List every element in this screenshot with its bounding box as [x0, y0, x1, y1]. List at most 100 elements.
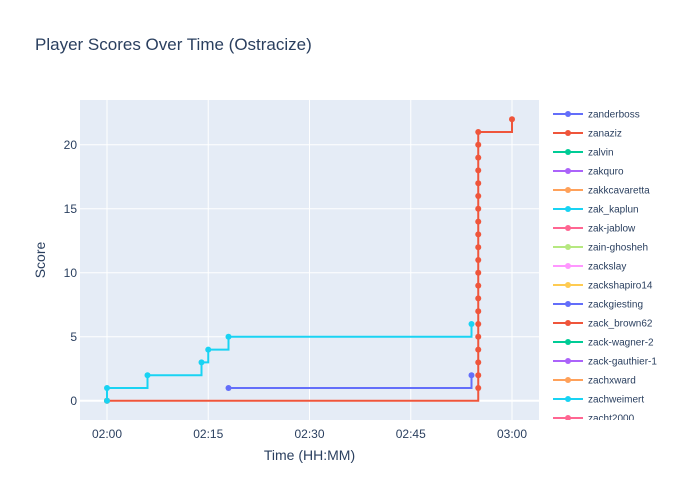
legend-label: zack_brown62: [588, 319, 653, 330]
legend-label: zanderboss: [588, 110, 640, 121]
legend-swatch-marker: [565, 301, 571, 307]
legend-label: zackshapiro14: [588, 281, 653, 292]
legend-label: zalvin: [588, 148, 614, 159]
data-point[interactable]: [475, 231, 482, 238]
legend-label: zackslay: [588, 262, 626, 273]
legend-item[interactable]: zackshapiro14: [553, 281, 653, 292]
legend-swatch-marker: [565, 358, 571, 364]
legend-item[interactable]: zacht2000: [553, 414, 635, 425]
legend-swatch-marker: [565, 187, 571, 193]
data-point[interactable]: [205, 346, 212, 353]
data-point[interactable]: [468, 372, 475, 379]
legend-item[interactable]: zakquro: [553, 167, 624, 178]
legend-label: zak-jablow: [588, 224, 636, 235]
data-point[interactable]: [475, 359, 482, 366]
data-point[interactable]: [475, 154, 482, 161]
legend-item[interactable]: zachxward: [553, 376, 636, 387]
legend-swatch-marker: [565, 396, 571, 402]
data-point[interactable]: [475, 205, 482, 212]
x-tick-label: 03:00: [497, 427, 527, 441]
series-zak_kaplun: [104, 321, 475, 404]
data-point[interactable]: [475, 333, 482, 340]
legend-item[interactable]: zackslay: [553, 262, 626, 273]
legend-item[interactable]: zak-jablow: [553, 224, 636, 235]
legend-item[interactable]: zakkcavaretta: [553, 186, 650, 197]
data-point[interactable]: [475, 385, 482, 391]
legend-item[interactable]: zack-gauthier-1: [553, 357, 657, 368]
data-point[interactable]: [475, 193, 482, 199]
tick-labels: 02:00 02:15 02:30 02:45 03:00 0 5 10 15 20: [64, 138, 528, 441]
legend-item[interactable]: zack-wagner-2: [553, 338, 654, 349]
series-zackgiesting: [225, 372, 475, 391]
data-point[interactable]: [475, 346, 482, 353]
legend-swatch-marker: [565, 263, 571, 269]
legend-item[interactable]: zachweimert: [553, 395, 644, 406]
data-point[interactable]: [475, 218, 482, 225]
legend-item[interactable]: zanaziz: [553, 129, 622, 140]
legend-swatch-marker: [565, 225, 571, 231]
legend-swatch-marker: [565, 339, 571, 345]
legend-swatch-marker: [565, 377, 571, 383]
data-point[interactable]: [475, 129, 482, 135]
x-tick-label: 02:45: [396, 427, 426, 441]
legend-label: zak_kaplun: [588, 205, 639, 216]
x-axis-label: Time (HH:MM): [264, 447, 355, 463]
legend-label: zanaziz: [588, 129, 622, 140]
data-point[interactable]: [225, 385, 232, 391]
legend-item[interactable]: zack_brown62: [553, 319, 653, 330]
legend-item[interactable]: zanderboss: [553, 110, 640, 121]
data-point[interactable]: [475, 180, 482, 187]
legend-swatch-marker: [565, 111, 571, 117]
series-line: [106, 324, 473, 401]
legend-label: zakkcavaretta: [588, 186, 650, 197]
data-point[interactable]: [104, 385, 110, 391]
data-point[interactable]: [475, 257, 482, 263]
y-tick-label: 0: [70, 394, 77, 408]
legend-label: zackgiesting: [588, 300, 643, 311]
data-point[interactable]: [475, 372, 482, 379]
legend-label: zachweimert: [588, 395, 644, 406]
legend-swatch-marker: [565, 282, 571, 288]
legend[interactable]: zanderboss zanaziz zalvin zakquro zakkcavare…: [553, 110, 657, 425]
legend-swatch-marker: [565, 320, 571, 326]
data-point[interactable]: [475, 282, 482, 289]
legend-item[interactable]: zackgiesting: [553, 300, 643, 311]
data-point[interactable]: [468, 321, 475, 327]
x-tick-label: 02:30: [294, 427, 324, 441]
chart-title: Player Scores Over Time (Ostracize): [35, 35, 312, 54]
legend-item[interactable]: zak_kaplun: [553, 205, 639, 216]
y-tick-label: 10: [64, 266, 78, 280]
legend-item[interactable]: zalvin: [553, 148, 614, 159]
data-point[interactable]: [475, 141, 482, 148]
legend-label: zack-gauthier-1: [588, 357, 657, 368]
legend-swatch-marker: [565, 415, 571, 420]
data-point[interactable]: [475, 167, 482, 174]
data-point[interactable]: [475, 244, 482, 251]
y-tick-label: 20: [64, 138, 78, 152]
legend-label: zachxward: [588, 376, 636, 387]
data-point[interactable]: [475, 295, 482, 302]
y-tick-label: 15: [64, 202, 78, 216]
data-point[interactable]: [104, 397, 110, 404]
y-axis-label: Score: [32, 242, 48, 279]
legend-swatch-marker: [565, 206, 571, 212]
legend-swatch-marker: [565, 149, 571, 155]
legend-swatch-marker: [565, 168, 571, 174]
series-layer: [104, 116, 515, 404]
data-point[interactable]: [475, 269, 482, 276]
series-line: [228, 375, 473, 389]
x-tick-label: 02:15: [193, 427, 223, 441]
data-point[interactable]: [475, 308, 482, 315]
legend-item[interactable]: zain-ghosheh: [553, 243, 648, 254]
series-zanaziz: [104, 116, 515, 404]
x-tick-label: 02:00: [92, 427, 122, 441]
data-point[interactable]: [509, 116, 515, 123]
data-point[interactable]: [144, 372, 151, 379]
data-point[interactable]: [198, 359, 205, 366]
legend-label: zacht2000: [588, 414, 635, 425]
legend-swatch-marker: [565, 244, 571, 250]
legend-label: zain-ghosheh: [588, 243, 648, 254]
data-point[interactable]: [475, 321, 482, 327]
data-point[interactable]: [225, 333, 232, 340]
